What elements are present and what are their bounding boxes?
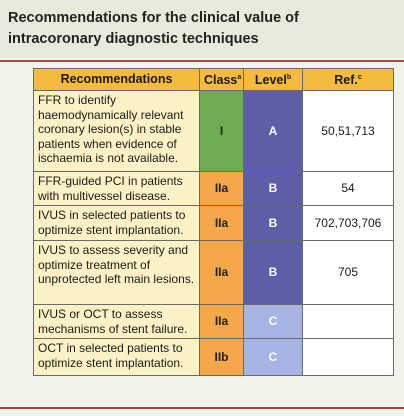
level-cell: C (243, 338, 303, 376)
class-cell: I (199, 90, 244, 172)
header-cell: Classa (199, 68, 244, 91)
class-cell: IIa (199, 304, 244, 339)
table-row: IVUS in selected patients to optimize st… (33, 205, 394, 241)
class-cell: IIa (199, 240, 244, 305)
divider (0, 407, 404, 409)
reference: 705 (302, 240, 394, 305)
header-text: Ref. (334, 73, 358, 88)
level-cell: B (243, 171, 303, 206)
class-cell: IIa (199, 171, 244, 206)
header-text: Recommendations (60, 72, 173, 87)
header-text: Class (204, 73, 238, 88)
recommendation: FFR to identify haemodynamically relevan… (33, 90, 200, 172)
reference: 50,51,713 (302, 90, 394, 172)
header-row: Recommendations Classa Levelb Ref.c (33, 68, 394, 91)
level-cell: A (243, 90, 303, 172)
table-row: FFR to identify haemodynamically relevan… (33, 90, 394, 172)
footnote-mark: c (357, 74, 362, 82)
recommendation: IVUS to assess severity and optimize tre… (33, 240, 200, 305)
footnote-mark: b (286, 74, 292, 82)
recommendation: OCT in selected patients to optimize ste… (33, 338, 200, 376)
table-row: IVUS or OCT to assess mechanisms of sten… (33, 304, 394, 339)
reference (302, 304, 394, 339)
reference: 702,703,706 (302, 205, 394, 241)
class-cell: IIa (199, 205, 244, 241)
recommendation: IVUS in selected patients to optimize st… (33, 205, 200, 241)
header-cell: Recommendations (33, 68, 200, 91)
recommendation-table: Recommendations Classa Levelb Ref.c FFR to … (33, 68, 394, 376)
table-row: IVUS to assess severity and optimize tre… (33, 240, 394, 305)
footnote-mark: a (237, 74, 242, 82)
table-row: OCT in selected patients to optimize ste… (33, 338, 394, 376)
level-cell: B (243, 205, 303, 241)
recommendation: IVUS or OCT to assess mechanisms of sten… (33, 304, 200, 339)
class-cell: IIb (199, 338, 244, 376)
divider (0, 60, 404, 62)
title: Recommendations for the clinical value o… (0, 0, 404, 58)
level-cell: B (243, 240, 303, 305)
table-row: FFR-guided PCI in patients with multives… (33, 171, 394, 206)
header-cell: Levelb (243, 68, 303, 91)
level-cell: C (243, 304, 303, 339)
header-cell: Ref.c (302, 68, 394, 91)
reference: 54 (302, 171, 394, 206)
reference (302, 338, 394, 376)
recommendation: FFR-guided PCI in patients with multives… (33, 171, 200, 206)
header-text: Level (254, 73, 287, 88)
